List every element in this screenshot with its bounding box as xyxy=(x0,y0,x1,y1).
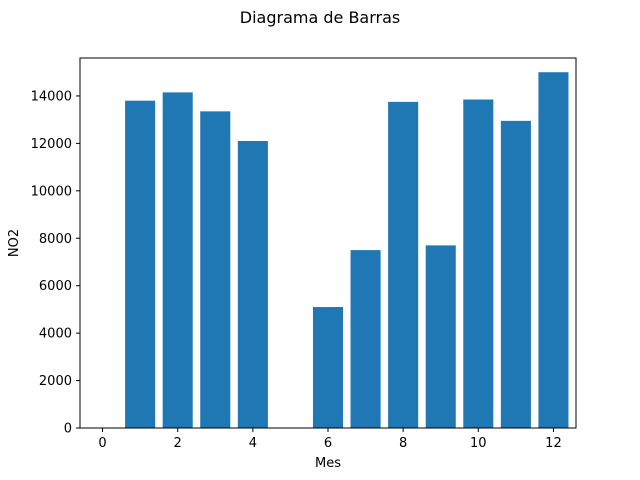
y-tick-label: 0 xyxy=(64,422,72,437)
bar-11 xyxy=(500,120,531,428)
bar-3 xyxy=(200,111,231,428)
bar-1 xyxy=(125,100,156,428)
x-tick-label: 2 xyxy=(174,436,182,451)
bar-10 xyxy=(463,99,494,428)
y-tick-label: 4000 xyxy=(39,327,72,342)
y-axis: 0 2000 4000 6000 8000 10000 12000 14000 xyxy=(31,89,80,437)
x-tick-label: 6 xyxy=(324,436,332,451)
bar-4 xyxy=(237,141,268,428)
y-tick-label: 14000 xyxy=(31,89,72,104)
y-axis-label: NO2 xyxy=(7,229,22,257)
chart-title: Diagrama de Barras xyxy=(240,8,400,27)
x-tick-label: 10 xyxy=(470,436,487,451)
x-tick-label: 12 xyxy=(545,436,562,451)
x-tick-label: 0 xyxy=(98,436,106,451)
y-tick-label: 8000 xyxy=(39,232,72,247)
bar-7 xyxy=(350,250,381,428)
bar-8 xyxy=(388,101,419,428)
bar-6 xyxy=(312,307,344,428)
x-axis: 0 2 4 6 8 10 12 xyxy=(98,428,562,451)
plot-area xyxy=(125,72,569,429)
bar-9 xyxy=(425,245,456,428)
y-tick-label: 6000 xyxy=(39,279,72,294)
x-tick-label: 8 xyxy=(399,436,407,451)
y-tick-label: 2000 xyxy=(39,374,72,389)
x-tick-label: 4 xyxy=(249,436,257,451)
bar-2 xyxy=(162,92,193,429)
bar-12 xyxy=(538,72,569,428)
x-axis-label: Mes xyxy=(315,456,341,471)
y-tick-label: 12000 xyxy=(31,137,72,152)
y-tick-label: 10000 xyxy=(31,184,72,199)
